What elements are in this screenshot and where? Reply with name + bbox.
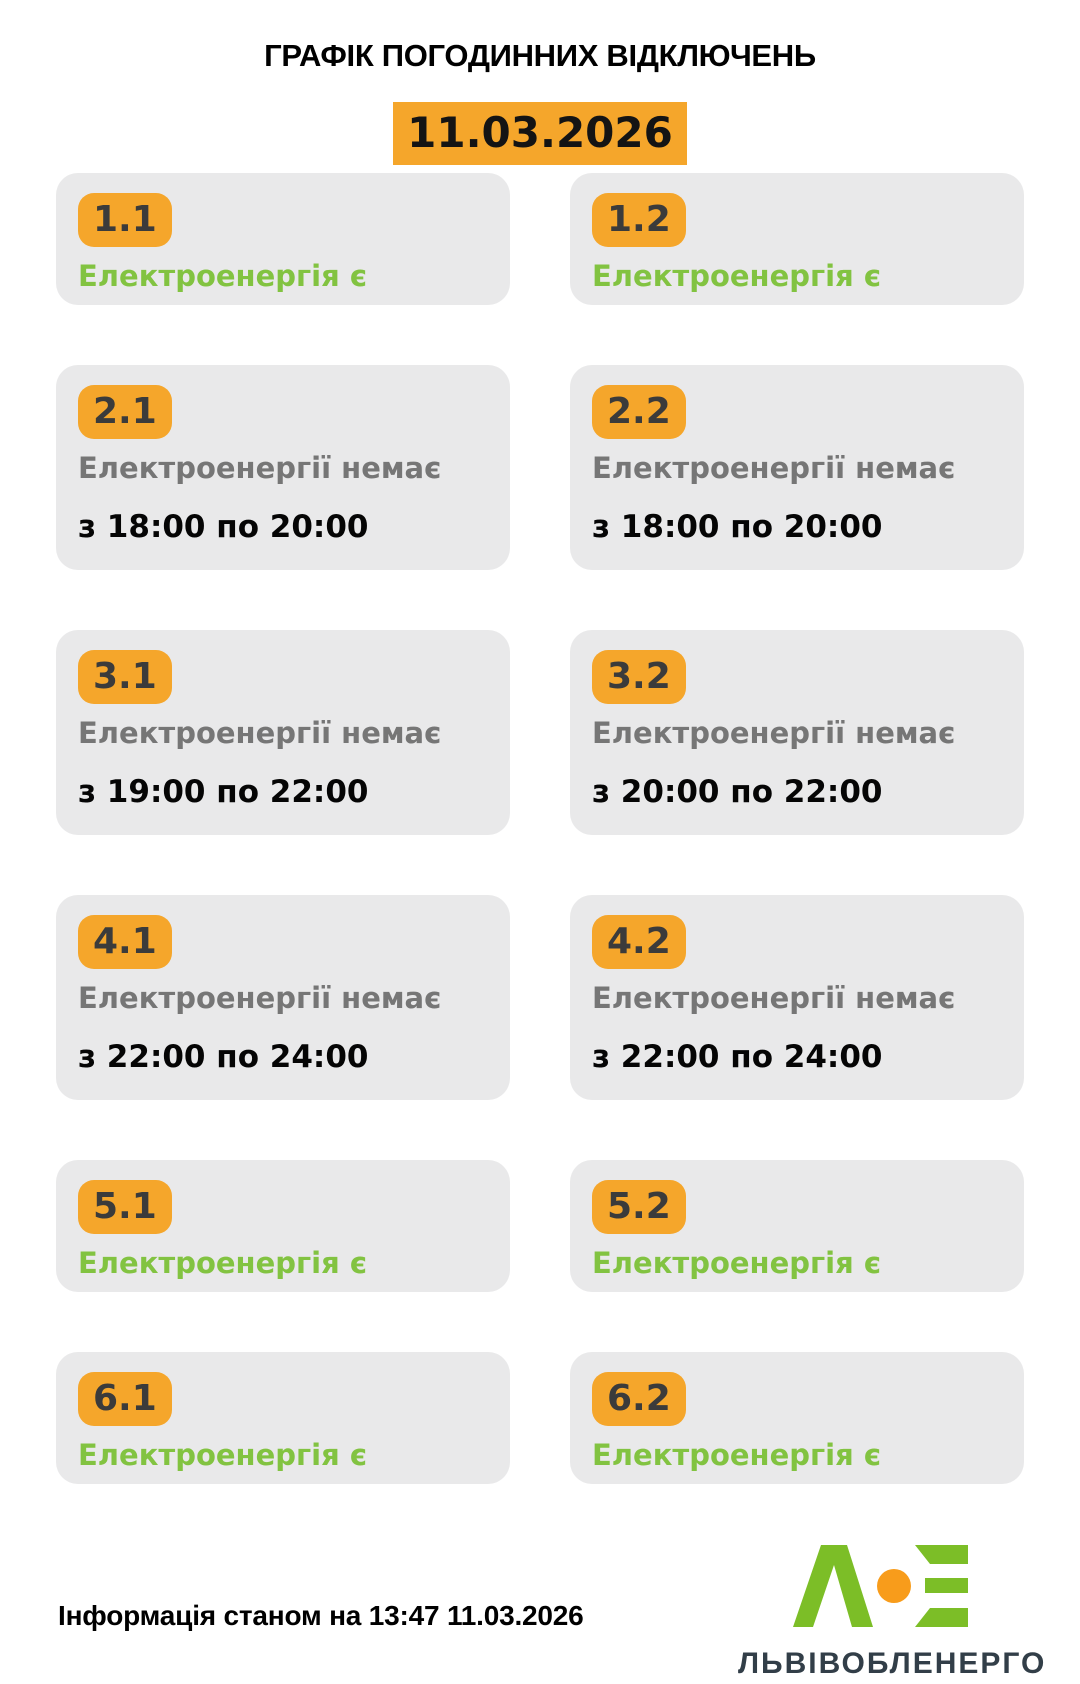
group-card: 1.1 Електроенергія є bbox=[56, 172, 510, 305]
power-status-label: Електроенергії немає bbox=[592, 715, 956, 750]
group-card: 3.1 Електроенергії немає з 19:00 по 22:0… bbox=[56, 629, 510, 835]
power-status-label: Електроенергії немає bbox=[78, 715, 442, 750]
power-status-label: Електроенергії немає bbox=[592, 450, 956, 485]
header: ГРАФІК ПОГОДИННИХ ВІДКЛЮЧЕНЬ bbox=[0, 0, 1080, 74]
group-card: 6.2 Електроенергія є bbox=[570, 1351, 1024, 1484]
group-card: 3.2 Електроенергії немає з 20:00 по 22:0… bbox=[570, 629, 1024, 835]
group-number-badge: 2.1 bbox=[78, 384, 172, 439]
group-number-badge: 1.1 bbox=[78, 192, 172, 247]
group-card: 5.2 Електроенергія є bbox=[570, 1159, 1024, 1292]
group-number-badge: 6.2 bbox=[592, 1371, 686, 1426]
group-number-badge: 6.1 bbox=[78, 1371, 172, 1426]
date-row: 11.03.2026 bbox=[0, 102, 1080, 165]
group-number-badge: 1.2 bbox=[592, 192, 686, 247]
outage-time-range: з 18:00 по 20:00 bbox=[78, 508, 369, 545]
group-card: 4.1 Електроенергії немає з 22:00 по 24:0… bbox=[56, 894, 510, 1100]
power-status-label: Електроенергія є bbox=[592, 1245, 882, 1280]
company-name: ЛЬВІВОБЛЕНЕРГО bbox=[738, 1647, 1047, 1680]
group-number-badge: 3.1 bbox=[78, 649, 172, 704]
loe-logo-icon bbox=[793, 1545, 968, 1627]
power-status-label: Електроенергії немає bbox=[592, 980, 956, 1015]
date-badge: 11.03.2026 bbox=[393, 102, 687, 165]
page-title: ГРАФІК ПОГОДИННИХ ВІДКЛЮЧЕНЬ bbox=[264, 38, 816, 73]
power-status-label: Електроенергії немає bbox=[78, 980, 442, 1015]
group-number-badge: 4.2 bbox=[592, 914, 686, 969]
info-timestamp: Інформація станом на 13:47 11.03.2026 bbox=[58, 1600, 584, 1631]
power-status-label: Електроенергія є bbox=[78, 1245, 368, 1280]
power-status-label: Електроенергії немає bbox=[78, 450, 442, 485]
groups-grid: 1.1 Електроенергія є 1.2 Електроенергія … bbox=[56, 172, 1024, 1484]
outage-time-range: з 19:00 по 22:00 bbox=[78, 773, 369, 810]
company-logo-block: ЛЬВІВОБЛЕНЕРГО bbox=[738, 1545, 1047, 1681]
power-status-label: Електроенергія є bbox=[592, 258, 882, 293]
power-status-label: Електроенергія є bbox=[592, 1437, 882, 1472]
group-card: 2.1 Електроенергії немає з 18:00 по 20:0… bbox=[56, 364, 510, 570]
footer: Інформація станом на 13:47 11.03.2026 ЛЬ… bbox=[0, 1483, 1080, 1684]
group-card: 6.1 Електроенергія є bbox=[56, 1351, 510, 1484]
group-number-badge: 3.2 bbox=[592, 649, 686, 704]
outage-time-range: з 22:00 по 24:00 bbox=[592, 1038, 883, 1075]
outage-time-range: з 20:00 по 22:00 bbox=[592, 773, 883, 810]
power-status-label: Електроенергія є bbox=[78, 1437, 368, 1472]
group-card: 4.2 Електроенергії немає з 22:00 по 24:0… bbox=[570, 894, 1024, 1100]
group-card: 1.2 Електроенергія є bbox=[570, 172, 1024, 305]
power-status-label: Електроенергія є bbox=[78, 258, 368, 293]
group-number-badge: 2.2 bbox=[592, 384, 686, 439]
group-number-badge: 5.1 bbox=[78, 1179, 172, 1234]
outage-time-range: з 22:00 по 24:00 bbox=[78, 1038, 369, 1075]
group-number-badge: 5.2 bbox=[592, 1179, 686, 1234]
outage-time-range: з 18:00 по 20:00 bbox=[592, 508, 883, 545]
group-card: 5.1 Електроенергія є bbox=[56, 1159, 510, 1292]
group-number-badge: 4.1 bbox=[78, 914, 172, 969]
group-card: 2.2 Електроенергії немає з 18:00 по 20:0… bbox=[570, 364, 1024, 570]
